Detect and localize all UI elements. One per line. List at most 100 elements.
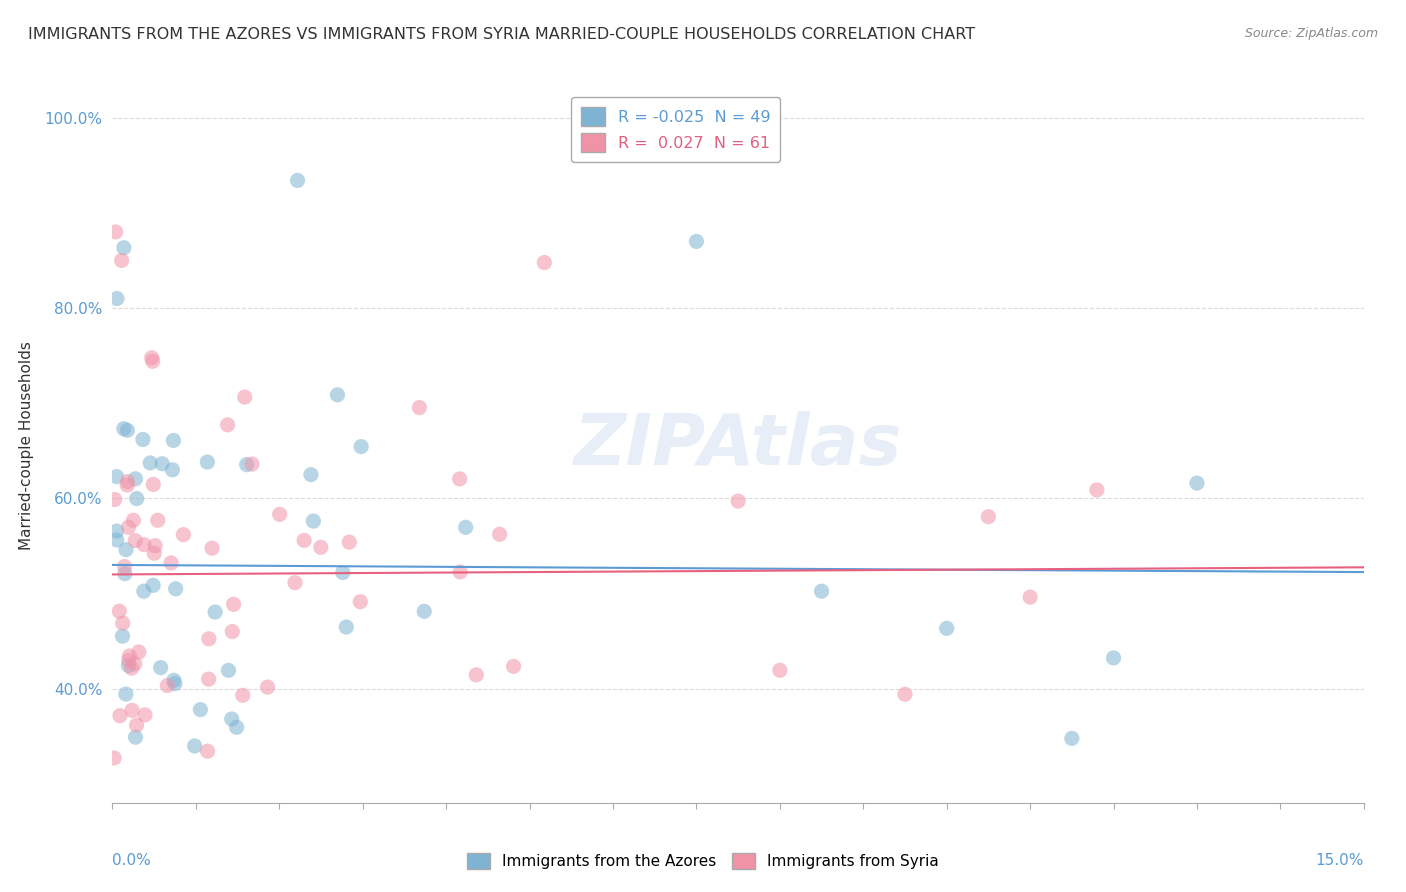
Point (149, 660, 172, 674)
Point (160, 556, 183, 570)
Point (115, 478, 138, 492)
Point (685, 235, 707, 249)
Text: IMMIGRANTS FROM THE AZORES VS IMMIGRANTS FROM SYRIA MARRIED-COUPLE HOUSEHOLDS CO: IMMIGRANTS FROM THE AZORES VS IMMIGRANTS… (28, 27, 976, 42)
Point (143, 546, 166, 560)
Point (141, 351, 163, 365)
Point (124, 657, 146, 671)
Point (465, 668, 488, 682)
Point (454, 520, 477, 534)
Point (1019, 590, 1042, 604)
Point (142, 354, 165, 368)
Legend: R = -0.025  N = 49, R =  0.027  N = 61: R = -0.025 N = 49, R = 0.027 N = 61 (571, 97, 780, 161)
Point (350, 440, 373, 454)
Point (122, 513, 145, 527)
Point (108, 604, 131, 618)
Point (201, 541, 224, 556)
Point (114, 566, 136, 581)
Point (125, 491, 148, 506)
Point (165, 582, 187, 596)
Point (197, 672, 219, 686)
Point (221, 624, 243, 639)
Point (1102, 651, 1125, 665)
Point (115, 542, 138, 557)
Point (502, 659, 524, 673)
Point (117, 475, 139, 489)
Point (162, 463, 184, 477)
Point (111, 253, 134, 268)
Point (221, 712, 243, 726)
Point (413, 604, 436, 618)
Text: 15.0%: 15.0% (1316, 853, 1364, 868)
Legend: Immigrants from the Azores, Immigrants from Syria: Immigrants from the Azores, Immigrants f… (461, 847, 945, 875)
Point (337, 535, 360, 549)
Point (104, 225, 127, 239)
Point (117, 658, 139, 673)
Point (1060, 731, 1083, 746)
Point (112, 422, 135, 436)
Point (408, 401, 430, 415)
Point (195, 455, 218, 469)
Point (204, 605, 226, 619)
Point (183, 739, 205, 753)
Point (111, 616, 134, 631)
Point (142, 578, 165, 592)
Point (232, 689, 254, 703)
Point (172, 527, 194, 541)
Point (128, 645, 150, 659)
Point (124, 533, 146, 548)
Point (287, 173, 309, 187)
Point (125, 718, 148, 732)
Point (117, 423, 139, 437)
Point (332, 566, 354, 580)
Point (111, 629, 134, 643)
Point (198, 632, 221, 646)
Point (197, 744, 219, 758)
Point (292, 533, 315, 548)
Point (233, 390, 256, 404)
Point (309, 541, 332, 555)
Point (894, 687, 917, 701)
Y-axis label: Married-couple Households: Married-couple Households (18, 342, 34, 550)
Point (132, 433, 155, 447)
Point (117, 520, 139, 534)
Point (727, 494, 749, 508)
Point (326, 388, 349, 402)
Point (235, 458, 257, 472)
Point (115, 687, 138, 701)
Point (163, 673, 186, 688)
Point (533, 255, 555, 269)
Point (156, 679, 179, 693)
Point (810, 584, 832, 599)
Point (146, 513, 169, 527)
Point (769, 663, 792, 677)
Point (1185, 476, 1208, 491)
Point (105, 533, 128, 547)
Point (132, 538, 155, 552)
Point (108, 708, 131, 723)
Point (449, 565, 471, 579)
Point (114, 559, 136, 574)
Point (121, 661, 143, 675)
Point (105, 469, 128, 483)
Point (284, 575, 307, 590)
Point (104, 492, 127, 507)
Point (124, 730, 146, 744)
Point (222, 597, 245, 611)
Point (163, 676, 186, 690)
Point (105, 292, 128, 306)
Point (190, 703, 212, 717)
Point (162, 434, 184, 448)
Point (1085, 483, 1108, 497)
Text: ZIPAtlas: ZIPAtlas (574, 411, 903, 481)
Point (269, 508, 291, 522)
Point (218, 664, 240, 678)
Point (217, 417, 239, 432)
Point (449, 472, 471, 486)
Point (118, 648, 141, 663)
Point (124, 472, 146, 486)
Point (935, 621, 957, 635)
Point (225, 720, 247, 734)
Point (143, 539, 166, 553)
Point (302, 514, 325, 528)
Point (139, 456, 162, 470)
